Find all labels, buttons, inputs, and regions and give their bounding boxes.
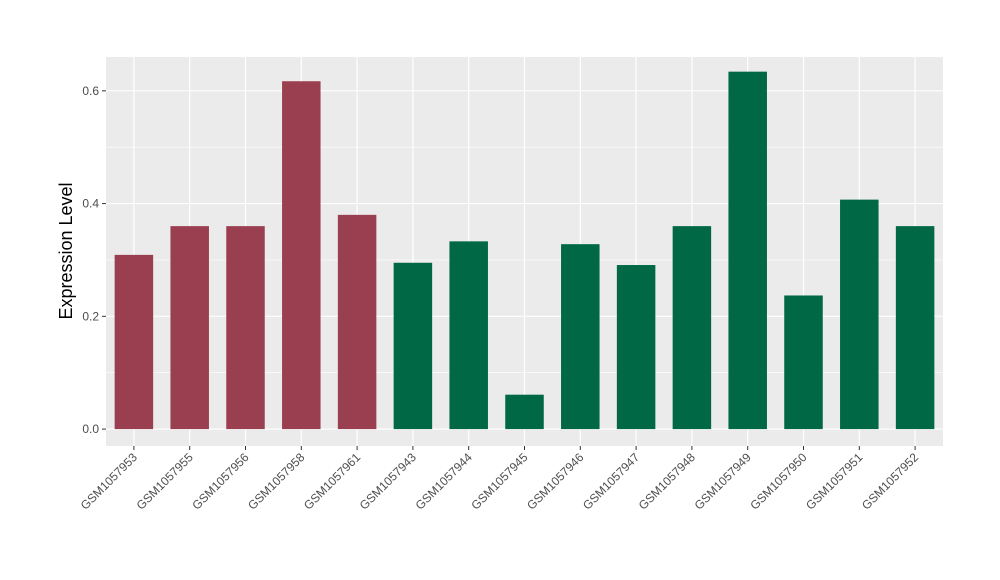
x-tick-label: GSM1057952	[859, 450, 921, 512]
y-axis-title: Expression Level	[56, 182, 76, 319]
bar-GSM1057949	[728, 71, 767, 430]
x-tick-label: GSM1057955	[134, 450, 196, 512]
x-tick-label: GSM1057947	[580, 450, 642, 512]
bar-GSM1057943	[393, 262, 433, 430]
bar-GSM1057944	[449, 241, 488, 430]
x-tick-label: GSM1057951	[803, 450, 865, 512]
bar-GSM1057951	[840, 199, 879, 430]
y-tick-label: 0.4	[82, 197, 99, 211]
y-tick-label: 0.2	[82, 309, 99, 323]
bar-GSM1057961	[337, 214, 377, 430]
bar-GSM1057950	[784, 295, 823, 430]
bar-GSM1057956	[226, 226, 265, 430]
x-tick-label: GSM1057945	[468, 450, 530, 512]
x-axis: GSM1057953GSM1057955GSM1057956GSM1057958…	[78, 446, 921, 512]
x-tick-label: GSM1057948	[636, 450, 698, 512]
x-tick-label: GSM1057961	[301, 450, 363, 512]
x-tick-label: GSM1057943	[357, 450, 419, 512]
y-tick-label: 0.6	[82, 84, 99, 98]
bar-GSM1057952	[895, 226, 935, 430]
bars	[114, 71, 935, 430]
bar-GSM1057948	[672, 226, 712, 430]
x-tick-label: GSM1057956	[189, 450, 251, 512]
bar-GSM1057947	[616, 265, 656, 430]
bar-GSM1057945	[505, 394, 544, 430]
x-tick-label: GSM1057958	[245, 450, 307, 512]
y-tick-label: 0.0	[82, 422, 99, 436]
bar-GSM1057958	[282, 81, 321, 430]
bar-GSM1057955	[170, 226, 209, 430]
bar-GSM1057953	[114, 254, 154, 430]
y-axis: 0.0 0.2 0.4 0.6	[82, 84, 106, 436]
x-tick-label: GSM1057944	[413, 450, 475, 512]
x-tick-label: GSM1057946	[524, 450, 586, 512]
bar-GSM1057946	[561, 244, 600, 430]
x-tick-label: GSM1057953	[78, 450, 140, 512]
x-tick-label: GSM1057950	[747, 450, 809, 512]
x-tick-label: GSM1057949	[692, 450, 754, 512]
